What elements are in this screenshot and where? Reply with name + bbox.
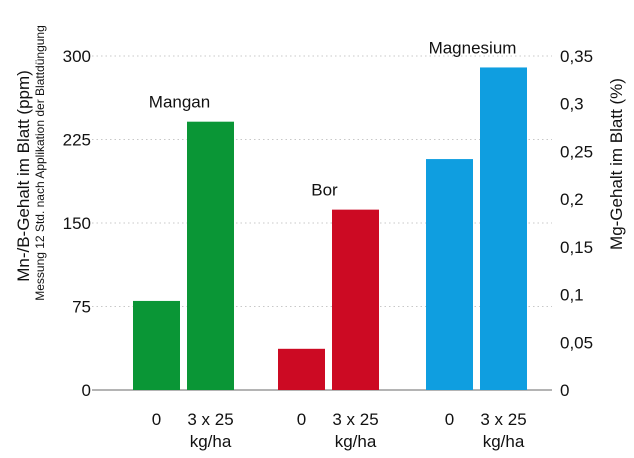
group-label-bor: Bor — [311, 181, 338, 200]
x-tick-label: 3 x 25 kg/ha — [480, 410, 526, 451]
x-tick-label: 0 — [152, 410, 161, 429]
group-labels: Mangan Bor Magnesium — [149, 38, 517, 199]
bar-magnesium-treated — [480, 67, 527, 391]
bar-magnesium-control — [426, 159, 473, 390]
group-label-magnesium: Magnesium — [429, 38, 517, 57]
left-axis-ticks: 0 75 150 225 300 — [63, 47, 91, 400]
bar-bor-treated — [332, 209, 379, 390]
bars — [133, 67, 527, 391]
left-axis-title: Mn-/B-Gehalt im Blatt (ppm) — [14, 70, 33, 282]
left-tick-label: 0 — [82, 381, 91, 400]
x-axis-labels: 0 3 x 25 kg/ha 0 3 x 25 kg/ha 0 3 x 25 kg/ha — [152, 410, 527, 451]
left-axis-subtitle: Messung 12 Std. nach Applikation der Bla… — [33, 25, 47, 301]
right-tick-label: 0,3 — [560, 95, 584, 114]
right-tick-label: 0 — [560, 381, 569, 400]
x-tick-label: 0 — [445, 410, 454, 429]
right-tick-label: 0,05 — [560, 333, 593, 352]
x-tick-label: 3 x 25 kg/ha — [332, 410, 378, 451]
right-tick-label: 0,15 — [560, 238, 593, 257]
left-tick-label: 150 — [63, 214, 91, 233]
right-tick-label: 0,25 — [560, 142, 593, 161]
right-axis-title: Mg-Gehalt im Blatt (%) — [607, 78, 626, 250]
left-tick-label: 300 — [63, 47, 91, 66]
bar-mangan-treated — [187, 121, 234, 390]
left-tick-label: 225 — [63, 131, 91, 150]
right-tick-label: 0,1 — [560, 286, 584, 305]
left-tick-label: 75 — [72, 298, 91, 317]
right-tick-label: 0,2 — [560, 190, 584, 209]
x-tick-label: 0 — [297, 410, 306, 429]
group-label-mangan: Mangan — [149, 93, 210, 112]
x-tick-label: 3 x 25 kg/ha — [187, 410, 233, 451]
right-tick-label: 0,35 — [560, 47, 593, 66]
bar-bor-control — [278, 348, 325, 390]
bar-mangan-control — [133, 300, 180, 390]
right-axis-ticks: 0 0,05 0,1 0,15 0,2 0,25 0,3 0,35 — [560, 47, 593, 400]
